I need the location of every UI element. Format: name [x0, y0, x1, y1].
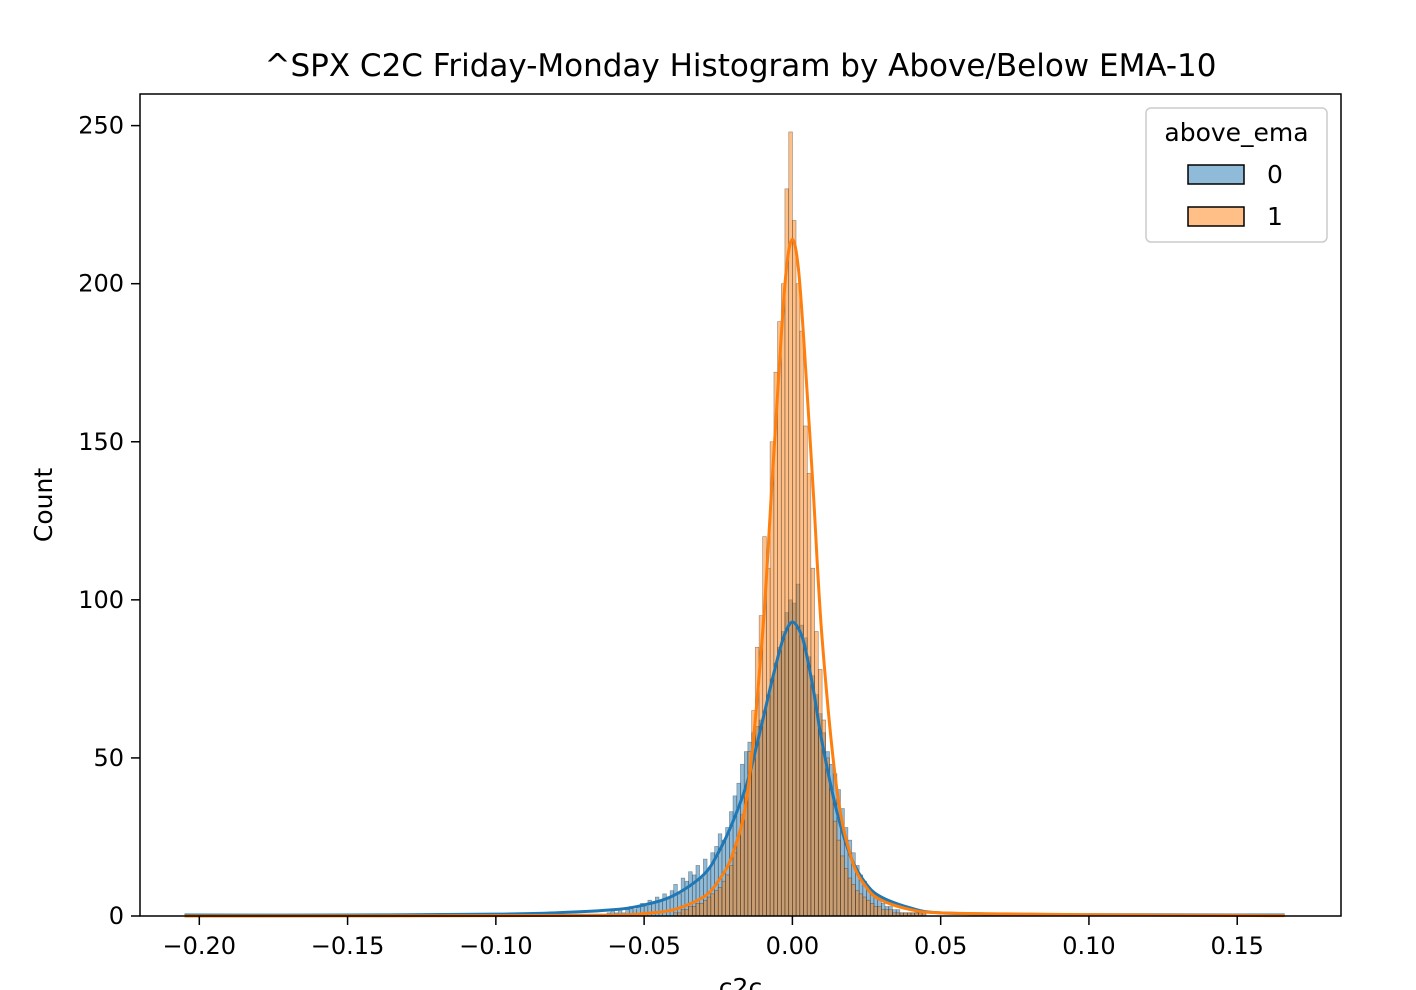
x-tick-label: 0.15 [1210, 932, 1263, 960]
y-tick-label: 200 [78, 270, 124, 298]
series-1-bar [866, 899, 871, 917]
y-tick-label: 50 [93, 744, 124, 772]
series-1-bar [803, 425, 808, 917]
legend-label-0: 0 [1267, 160, 1283, 189]
series-1-bar [688, 906, 693, 917]
legend-swatch-1 [1187, 206, 1245, 227]
series-1-bar [858, 893, 864, 917]
series-1-bar [873, 906, 878, 917]
series-1-bar [818, 669, 823, 917]
series-1-bar [699, 903, 704, 917]
series-1-bar [870, 903, 875, 917]
series-1-bar [814, 631, 819, 917]
x-tick-label: 0.10 [1062, 932, 1115, 960]
series-1-bar [880, 909, 886, 917]
series-1-bar [781, 283, 786, 917]
series-1-bar [721, 880, 727, 917]
series-1-bar [792, 220, 797, 917]
series-1-bar [703, 899, 708, 917]
series-1-bar [862, 896, 867, 917]
series-1-bar [888, 909, 893, 917]
x-tick-label: −0.20 [163, 932, 237, 960]
series-1-bar [784, 188, 789, 917]
series-1-bar [717, 887, 723, 917]
series-1-bar [884, 909, 890, 917]
series-1-bar [832, 820, 838, 917]
series-1-bar [714, 890, 719, 917]
y-axis: 0 50 100 150 200 250 [78, 112, 140, 930]
series-0-bar [673, 884, 678, 917]
y-tick-label: 100 [78, 586, 124, 614]
y-tick-label: 150 [78, 428, 124, 456]
kde-curves [184, 237, 1285, 918]
x-tick-label: −0.10 [459, 932, 533, 960]
series-1-bar [710, 893, 715, 917]
plot-frame [139, 93, 1342, 917]
x-tick-label: −0.05 [607, 932, 681, 960]
series-1-bar [877, 906, 882, 917]
x-axis: −0.20 −0.15 −0.10 −0.05 0.00 0.05 0.10 0.15 [163, 916, 1264, 960]
y-axis-label: Count [29, 468, 58, 542]
legend: above_ema 0 1 [1145, 107, 1328, 243]
series-1-bar [732, 852, 738, 917]
series-1-bar [684, 909, 689, 917]
series-1-bar [680, 909, 686, 917]
x-axis-label: c2c [719, 973, 762, 990]
series-1-bar [829, 789, 834, 917]
series-1-bar [695, 903, 700, 917]
legend-label-1: 1 [1267, 202, 1283, 231]
x-tick-label: 0.05 [914, 932, 967, 960]
series-1-bar [840, 855, 845, 917]
series-1-bar [736, 836, 741, 917]
y-tick-label: 0 [109, 902, 124, 930]
series-1-bar [851, 884, 856, 917]
chart-title: ^SPX C2C Friday-Monday Histogram by Abov… [264, 48, 1216, 84]
series-1-bar [777, 321, 782, 917]
series-1-bar [729, 865, 734, 917]
series-1-bar [706, 896, 712, 917]
series-1-bar [692, 906, 697, 917]
series-1-bar [836, 839, 841, 917]
series-1-bar [795, 283, 801, 917]
series-1-bar [843, 868, 849, 917]
series-1-bar [799, 330, 804, 917]
series-1-bars [673, 131, 927, 917]
legend-swatch-0 [1187, 164, 1245, 185]
series-1-bar [806, 473, 812, 917]
legend-title: above_ema [1164, 118, 1308, 147]
x-tick-label: 0.00 [766, 932, 819, 960]
series-1-bar [810, 567, 816, 917]
series-1-bar [855, 890, 860, 917]
series-1-bar [766, 567, 771, 917]
series-1-bar [725, 874, 730, 917]
y-tick-label: 250 [78, 112, 124, 140]
x-tick-label: −0.15 [311, 932, 385, 960]
series-1-kde-line [184, 237, 1285, 918]
series-1-bar [847, 877, 853, 917]
